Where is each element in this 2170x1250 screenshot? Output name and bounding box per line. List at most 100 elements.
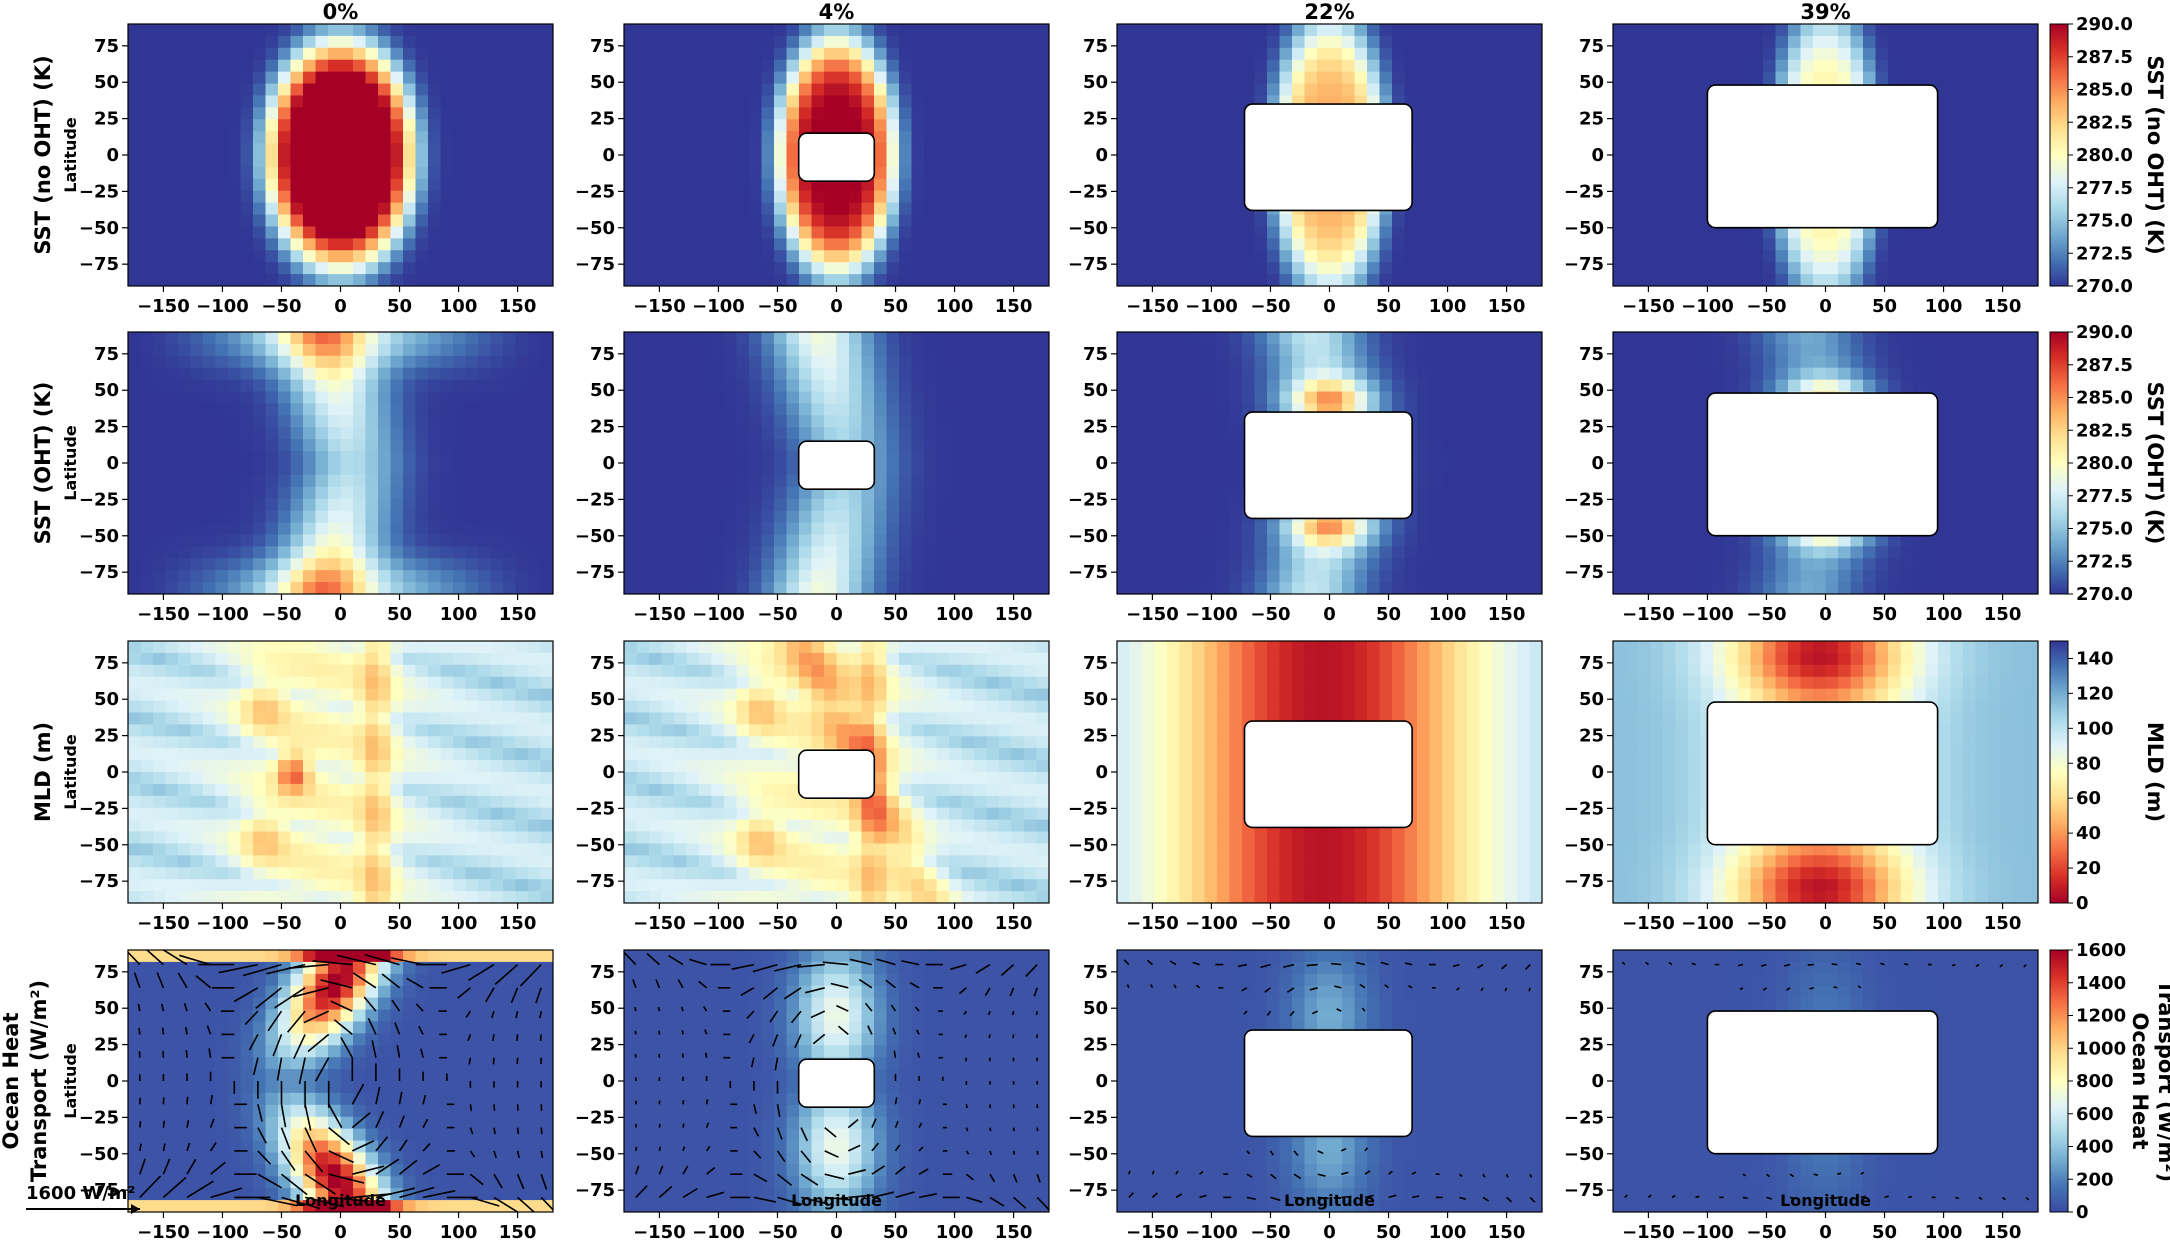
heatmap-cell — [1342, 71, 1356, 85]
heatmap-cell — [478, 131, 492, 144]
heatmap-cell — [724, 119, 738, 132]
heatmap-cell — [203, 214, 217, 228]
heatmap-cell — [365, 274, 379, 286]
heatmap-cell — [661, 143, 675, 156]
heatmap-cell — [178, 558, 192, 571]
heatmap-cell — [540, 522, 553, 536]
heatmap-cell — [786, 274, 800, 286]
heatmap-cell — [1417, 59, 1431, 73]
heatmap-cell — [1342, 238, 1356, 251]
heatmap-cell — [949, 71, 963, 85]
heatmap-cell — [140, 24, 154, 37]
heatmap-cell — [1775, 59, 1789, 73]
heatmap-cell — [1467, 119, 1481, 132]
heatmap-cell — [661, 226, 675, 239]
heatmap-cell — [1638, 59, 1652, 73]
heatmap-cell — [403, 166, 417, 180]
heatmap-cell — [1242, 35, 1256, 49]
heatmap-cell — [1024, 143, 1038, 156]
heatmap-cell — [128, 403, 142, 416]
heatmap-cell — [1279, 238, 1293, 251]
heatmap-cell — [936, 379, 950, 393]
heatmap-cell — [290, 143, 304, 156]
heatmap-cell — [686, 83, 700, 97]
heatmap-cell — [278, 71, 292, 85]
heatmap-cell — [2000, 107, 2014, 120]
heatmap-cell — [836, 119, 850, 132]
heatmap-cell — [2025, 190, 2038, 204]
heatmap-cell — [178, 190, 192, 204]
heatmap-cell — [153, 367, 167, 381]
heatmap-cell — [624, 558, 638, 571]
heatmap-cell — [749, 190, 763, 204]
heatmap-cell — [624, 546, 638, 559]
heatmap-cell — [1129, 274, 1143, 286]
heatmap-cell — [528, 463, 542, 476]
heatmap-cell — [811, 190, 825, 204]
heatmap-cell — [1750, 47, 1764, 61]
heatmap-cell — [2025, 143, 2038, 156]
heatmap-cell — [253, 451, 267, 464]
heatmap-cell — [453, 226, 467, 239]
heatmap-cell — [1217, 47, 1231, 61]
heatmap-cell — [315, 332, 329, 345]
heatmap-cell — [674, 379, 688, 393]
heatmap-cell — [786, 474, 800, 488]
heatmap-cell — [774, 403, 788, 416]
heatmap-cell — [203, 486, 217, 500]
heatmap-cell — [1638, 214, 1652, 228]
x-tick-label: −100 — [692, 604, 745, 625]
heatmap-cell — [1229, 202, 1243, 216]
heatmap-cell — [215, 155, 229, 168]
heatmap-cell — [403, 155, 417, 168]
heatmap-cell — [649, 238, 663, 251]
heatmap-cell — [215, 534, 229, 547]
heatmap-cell — [1625, 83, 1639, 97]
heatmap-cell — [811, 379, 825, 393]
heatmap-cell — [1036, 415, 1049, 428]
heatmap-cell — [1036, 274, 1049, 286]
heatmap-cell — [1011, 332, 1025, 345]
heatmap-cell — [1279, 47, 1293, 61]
heatmap-cell — [811, 332, 825, 345]
heatmap-cell — [1454, 190, 1468, 204]
heatmap-cell — [949, 510, 963, 524]
heatmap-cell — [353, 131, 367, 144]
heatmap-cell — [711, 498, 725, 512]
heatmap-cell — [1529, 262, 1542, 275]
heatmap-cell — [1429, 226, 1443, 239]
heatmap-cell — [1217, 143, 1231, 156]
heatmap-cell — [240, 238, 254, 251]
heatmap-cell — [1663, 131, 1677, 144]
heatmap-cell — [403, 178, 417, 192]
heatmap-cell — [1938, 155, 1952, 168]
heatmap-cell — [724, 155, 738, 168]
heatmap-cell — [636, 391, 650, 405]
heatmap-cell — [1504, 178, 1518, 192]
heatmap-cell — [1011, 107, 1025, 120]
heatmap-cell — [1192, 570, 1206, 583]
heatmap-cell — [1763, 250, 1777, 263]
heatmap-cell — [1192, 510, 1206, 524]
heatmap-cell — [686, 24, 700, 37]
heatmap-cell — [165, 415, 179, 428]
heatmap-cell — [649, 510, 663, 524]
x-tick-label: 0 — [830, 604, 843, 625]
heatmap-cell — [736, 391, 750, 405]
heatmap-cell — [1638, 119, 1652, 132]
heatmap-cell — [440, 474, 454, 488]
y-tick-label: 25 — [94, 417, 119, 438]
heatmap-cell — [465, 35, 479, 49]
heatmap-cell — [140, 202, 154, 216]
heatmap-cell — [1638, 47, 1652, 61]
heatmap-cell — [403, 498, 417, 512]
heatmap-cell — [799, 107, 813, 120]
heatmap-cell — [1613, 178, 1627, 192]
heatmap-cell — [290, 83, 304, 97]
heatmap-cell — [390, 486, 404, 500]
heatmap-cell — [711, 451, 725, 464]
heatmap-cell — [1154, 35, 1168, 49]
heatmap-cell — [749, 343, 763, 357]
heatmap-cell — [490, 178, 504, 192]
heatmap-cell — [1329, 214, 1343, 228]
